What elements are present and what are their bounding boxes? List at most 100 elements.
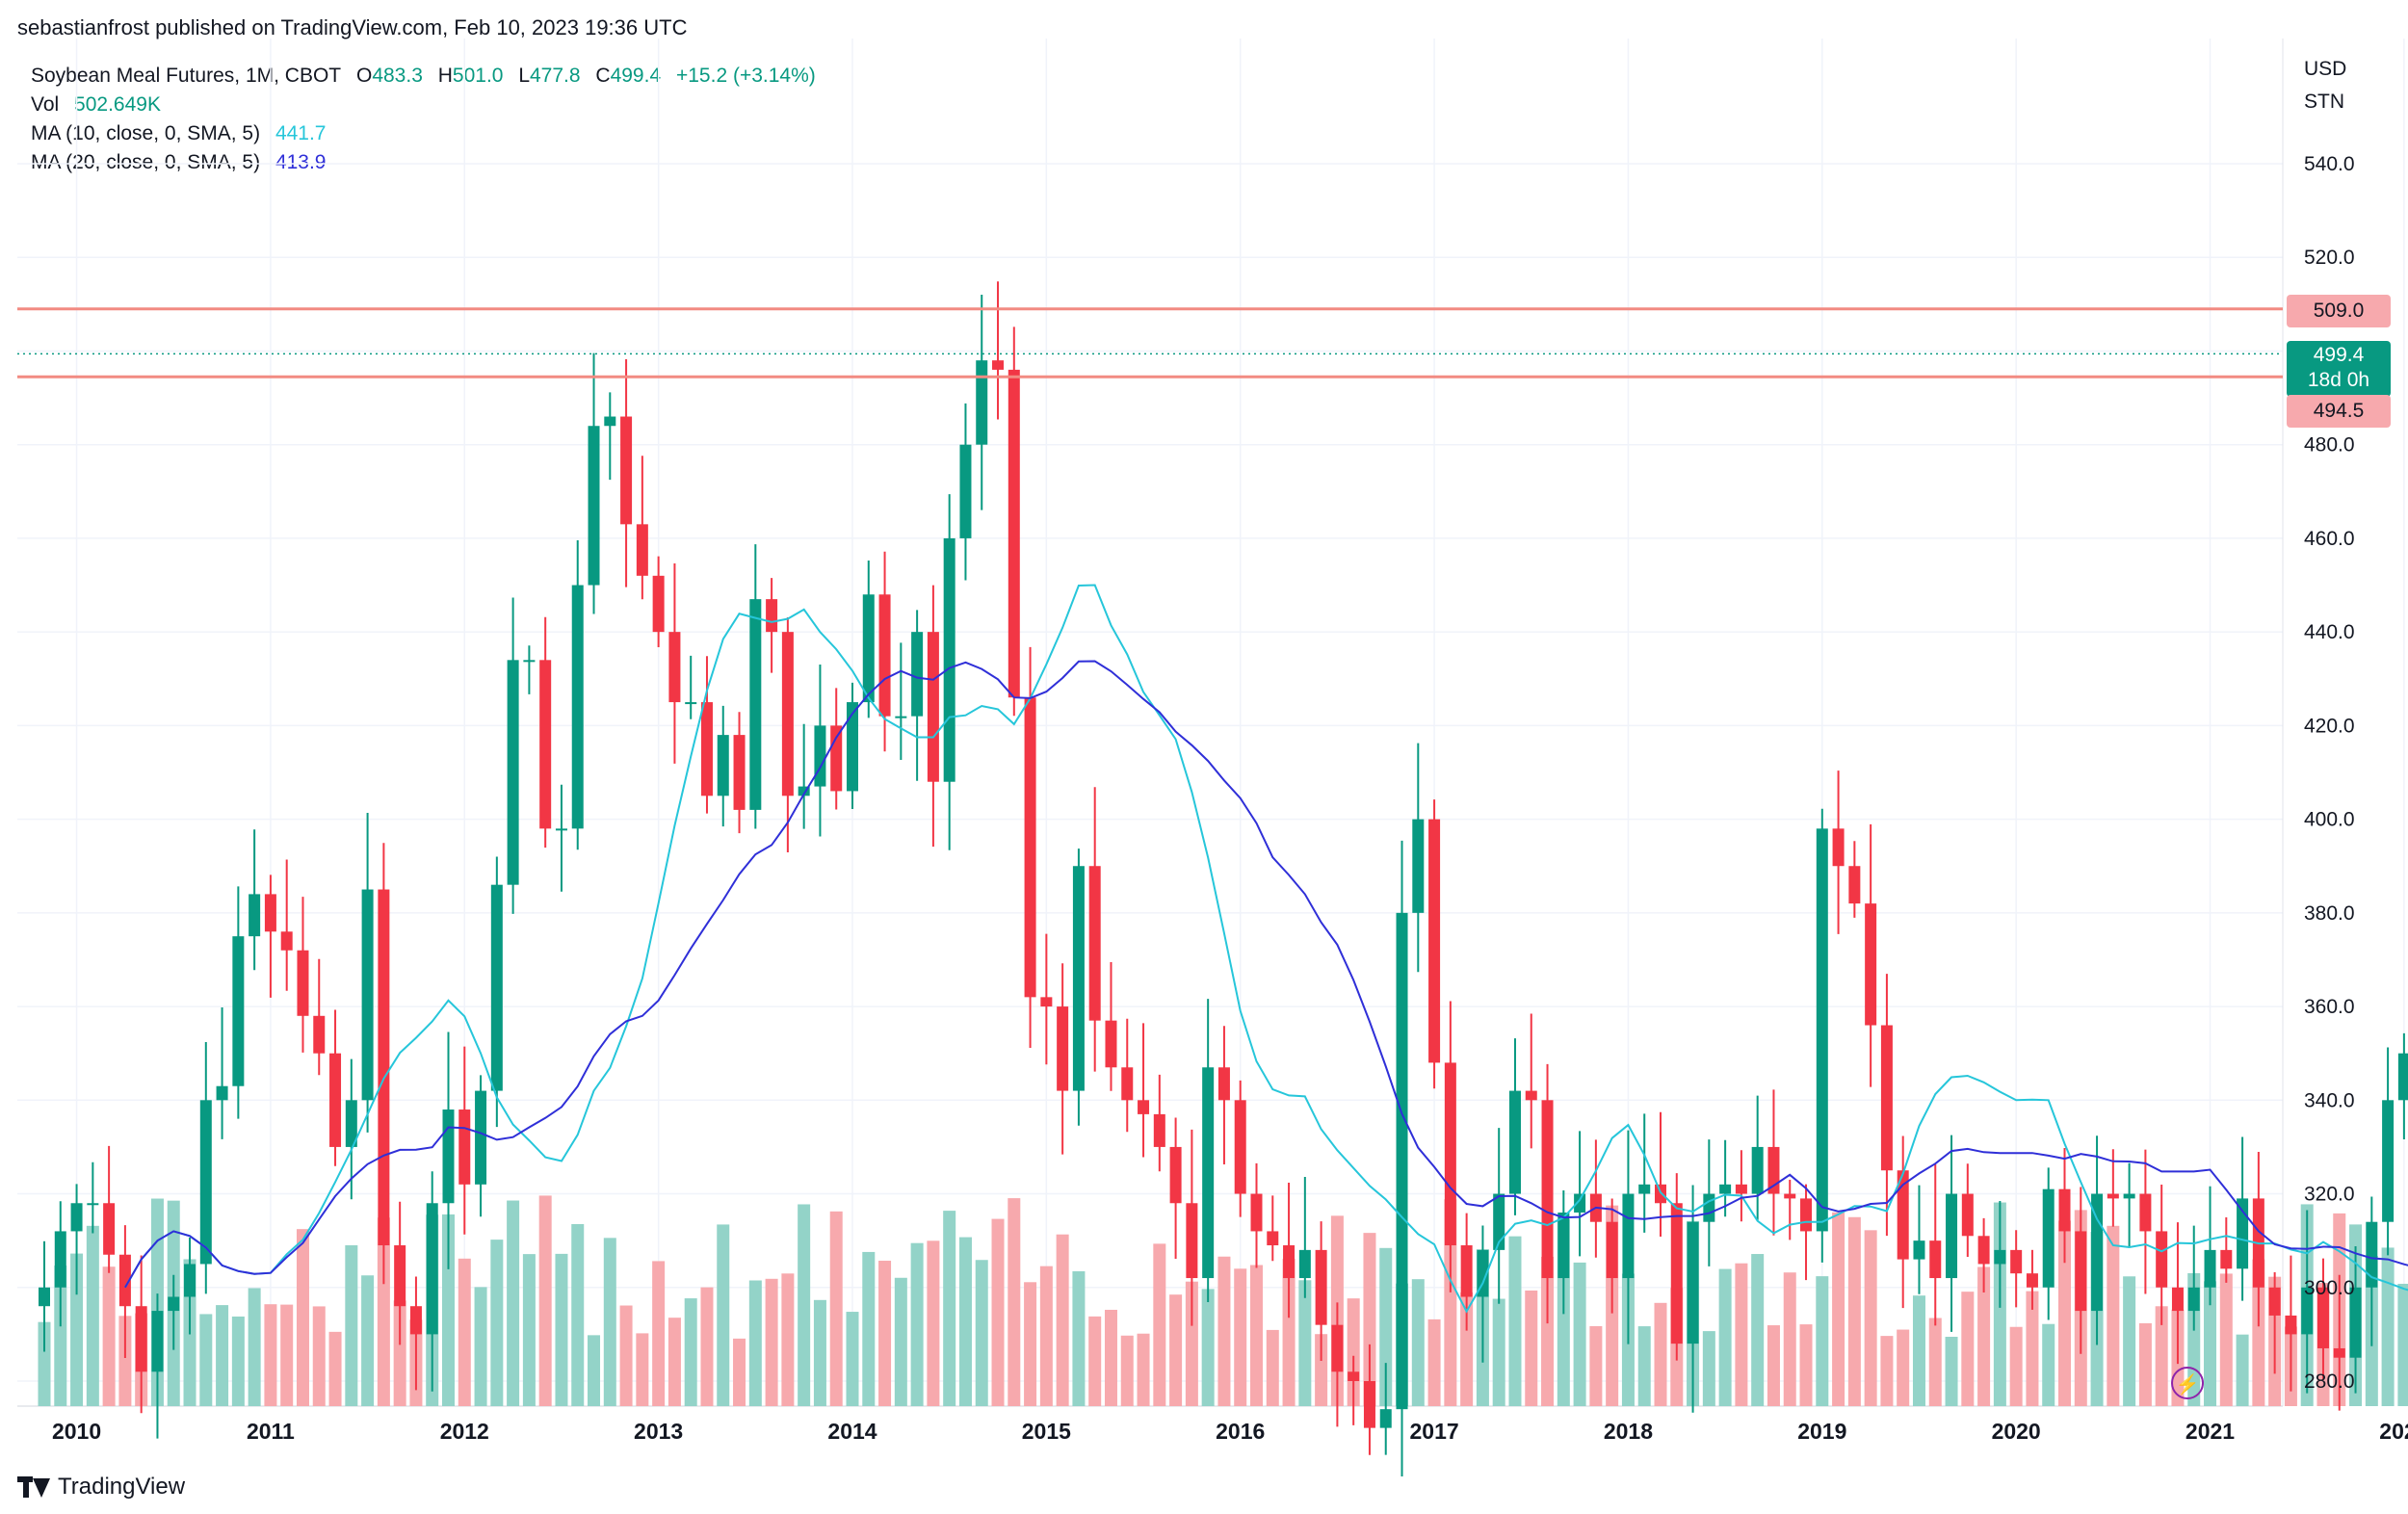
candle-body <box>2026 1273 2038 1288</box>
y-tick-label: 320.0 <box>2304 1184 2355 1206</box>
candle-body <box>280 931 293 951</box>
ma20-label: MA (20, close, 0, SMA, 5) <box>31 151 261 173</box>
candle-body <box>717 735 729 796</box>
high-label: H <box>437 65 453 87</box>
candle-body <box>571 585 584 829</box>
candle-body <box>943 537 955 782</box>
candle-body <box>1412 819 1425 913</box>
volume-bar <box>1961 1292 1975 1406</box>
candle-body <box>1250 1193 1263 1232</box>
volume-bar <box>490 1240 504 1406</box>
volume-bar <box>199 1314 213 1406</box>
candle-body <box>1622 1193 1635 1279</box>
candle-body <box>345 1100 357 1147</box>
lightning-icon[interactable]: ⚡ <box>2171 1367 2204 1399</box>
candle-body <box>2204 1249 2216 1288</box>
candle-body <box>1283 1245 1296 1279</box>
volume-bar <box>733 1338 746 1406</box>
candle-body <box>135 1306 147 1372</box>
candle-body <box>1977 1236 1990 1265</box>
candle-body <box>749 599 762 810</box>
x-tick-label: 2015 <box>1022 1419 1071 1444</box>
y-tick-label: 420.0 <box>2304 715 2355 737</box>
candle-body <box>507 660 519 885</box>
volume-bar <box>748 1280 762 1406</box>
candle-body <box>490 884 503 1091</box>
candle-body <box>2123 1193 2135 1199</box>
ma10-value: 441.7 <box>275 122 327 144</box>
candle-body <box>1460 1245 1473 1297</box>
x-tick-label: 2017 <box>1409 1419 1458 1444</box>
candle-body <box>1298 1249 1311 1279</box>
candle-body <box>1217 1067 1230 1101</box>
candle-body <box>87 1203 99 1206</box>
candle-body <box>1088 866 1101 1021</box>
candle-body <box>1428 819 1441 1063</box>
volume-bar <box>248 1288 261 1406</box>
volume-bar <box>1185 1281 1198 1406</box>
candle-body <box>1267 1231 1279 1246</box>
volume-bar <box>1088 1316 1102 1406</box>
candle-body <box>2075 1231 2087 1312</box>
x-tick-label: 2022 <box>2379 1419 2408 1444</box>
candle-body <box>1202 1067 1215 1279</box>
volume-bar <box>813 1299 826 1406</box>
candle-body <box>781 632 794 796</box>
x-tick-label: 2018 <box>1604 1419 1653 1444</box>
candle-body <box>1541 1100 1554 1279</box>
volume-bar <box>910 1242 924 1406</box>
volume-bar <box>1816 1276 1829 1406</box>
volume-bar <box>70 1253 84 1406</box>
candle-body <box>878 594 891 717</box>
x-tick-label: 2019 <box>1797 1419 1846 1444</box>
volume-bar <box>1847 1216 1861 1406</box>
volume-bar <box>1217 1256 1231 1406</box>
candle-body <box>1832 828 1845 867</box>
ma20-row: MA (20, close, 0, SMA, 5) 413.9 <box>31 148 816 177</box>
volume-bar <box>1427 1318 1441 1406</box>
candle-body <box>830 725 843 792</box>
volume-bar <box>2138 1322 2152 1406</box>
bar-countdown: 18d 0h <box>2307 369 2370 391</box>
candle-body <box>1687 1221 1699 1344</box>
volume-bar <box>474 1287 487 1406</box>
candle-body <box>118 1254 131 1307</box>
candle-body <box>976 360 988 445</box>
x-tick-label: 2012 <box>440 1419 489 1444</box>
x-tick-label: 2021 <box>2186 1419 2235 1444</box>
x-tick-label: 2013 <box>634 1419 683 1444</box>
volume-bar <box>1799 1324 1813 1406</box>
candle-body <box>1153 1113 1165 1147</box>
y-tick-label: 480.0 <box>2304 434 2355 457</box>
candle-body <box>442 1109 455 1204</box>
close-label: C <box>595 65 611 87</box>
candle-body <box>2139 1193 2152 1232</box>
y-tick-label: 300.0 <box>2304 1277 2355 1299</box>
candle-body <box>184 1264 196 1297</box>
candle-body <box>911 632 924 717</box>
volume-bar <box>975 1260 988 1406</box>
volume-bar <box>798 1204 811 1406</box>
volume-bar <box>991 1218 1005 1406</box>
candle-body <box>1735 1184 1747 1194</box>
candle-body <box>1719 1184 1732 1194</box>
volume-bar <box>1702 1331 1715 1406</box>
volume-bar <box>1880 1336 1894 1406</box>
volume-bar <box>1977 1266 1991 1406</box>
volume-bar <box>1282 1258 1296 1406</box>
candle-body <box>1800 1198 1813 1232</box>
candle-body <box>1816 828 1828 1232</box>
volume-bar <box>1234 1268 1247 1406</box>
volume-bar <box>862 1251 876 1406</box>
candle-body <box>313 1015 326 1054</box>
candle-body <box>1767 1146 1780 1194</box>
price-axis: 280.0 300.0 320.0 340.0 360.0 380.0 400.0 420.0… <box>2304 153 2355 1393</box>
candle-body <box>555 828 567 831</box>
y-tick-label: 360.0 <box>2304 996 2355 1018</box>
change-value: +15.2 (+3.14%) <box>675 65 816 87</box>
ma10-line <box>124 584 2408 1314</box>
candle-body <box>232 936 245 1086</box>
candle-body <box>1508 1090 1521 1194</box>
candle-body <box>1040 997 1053 1007</box>
